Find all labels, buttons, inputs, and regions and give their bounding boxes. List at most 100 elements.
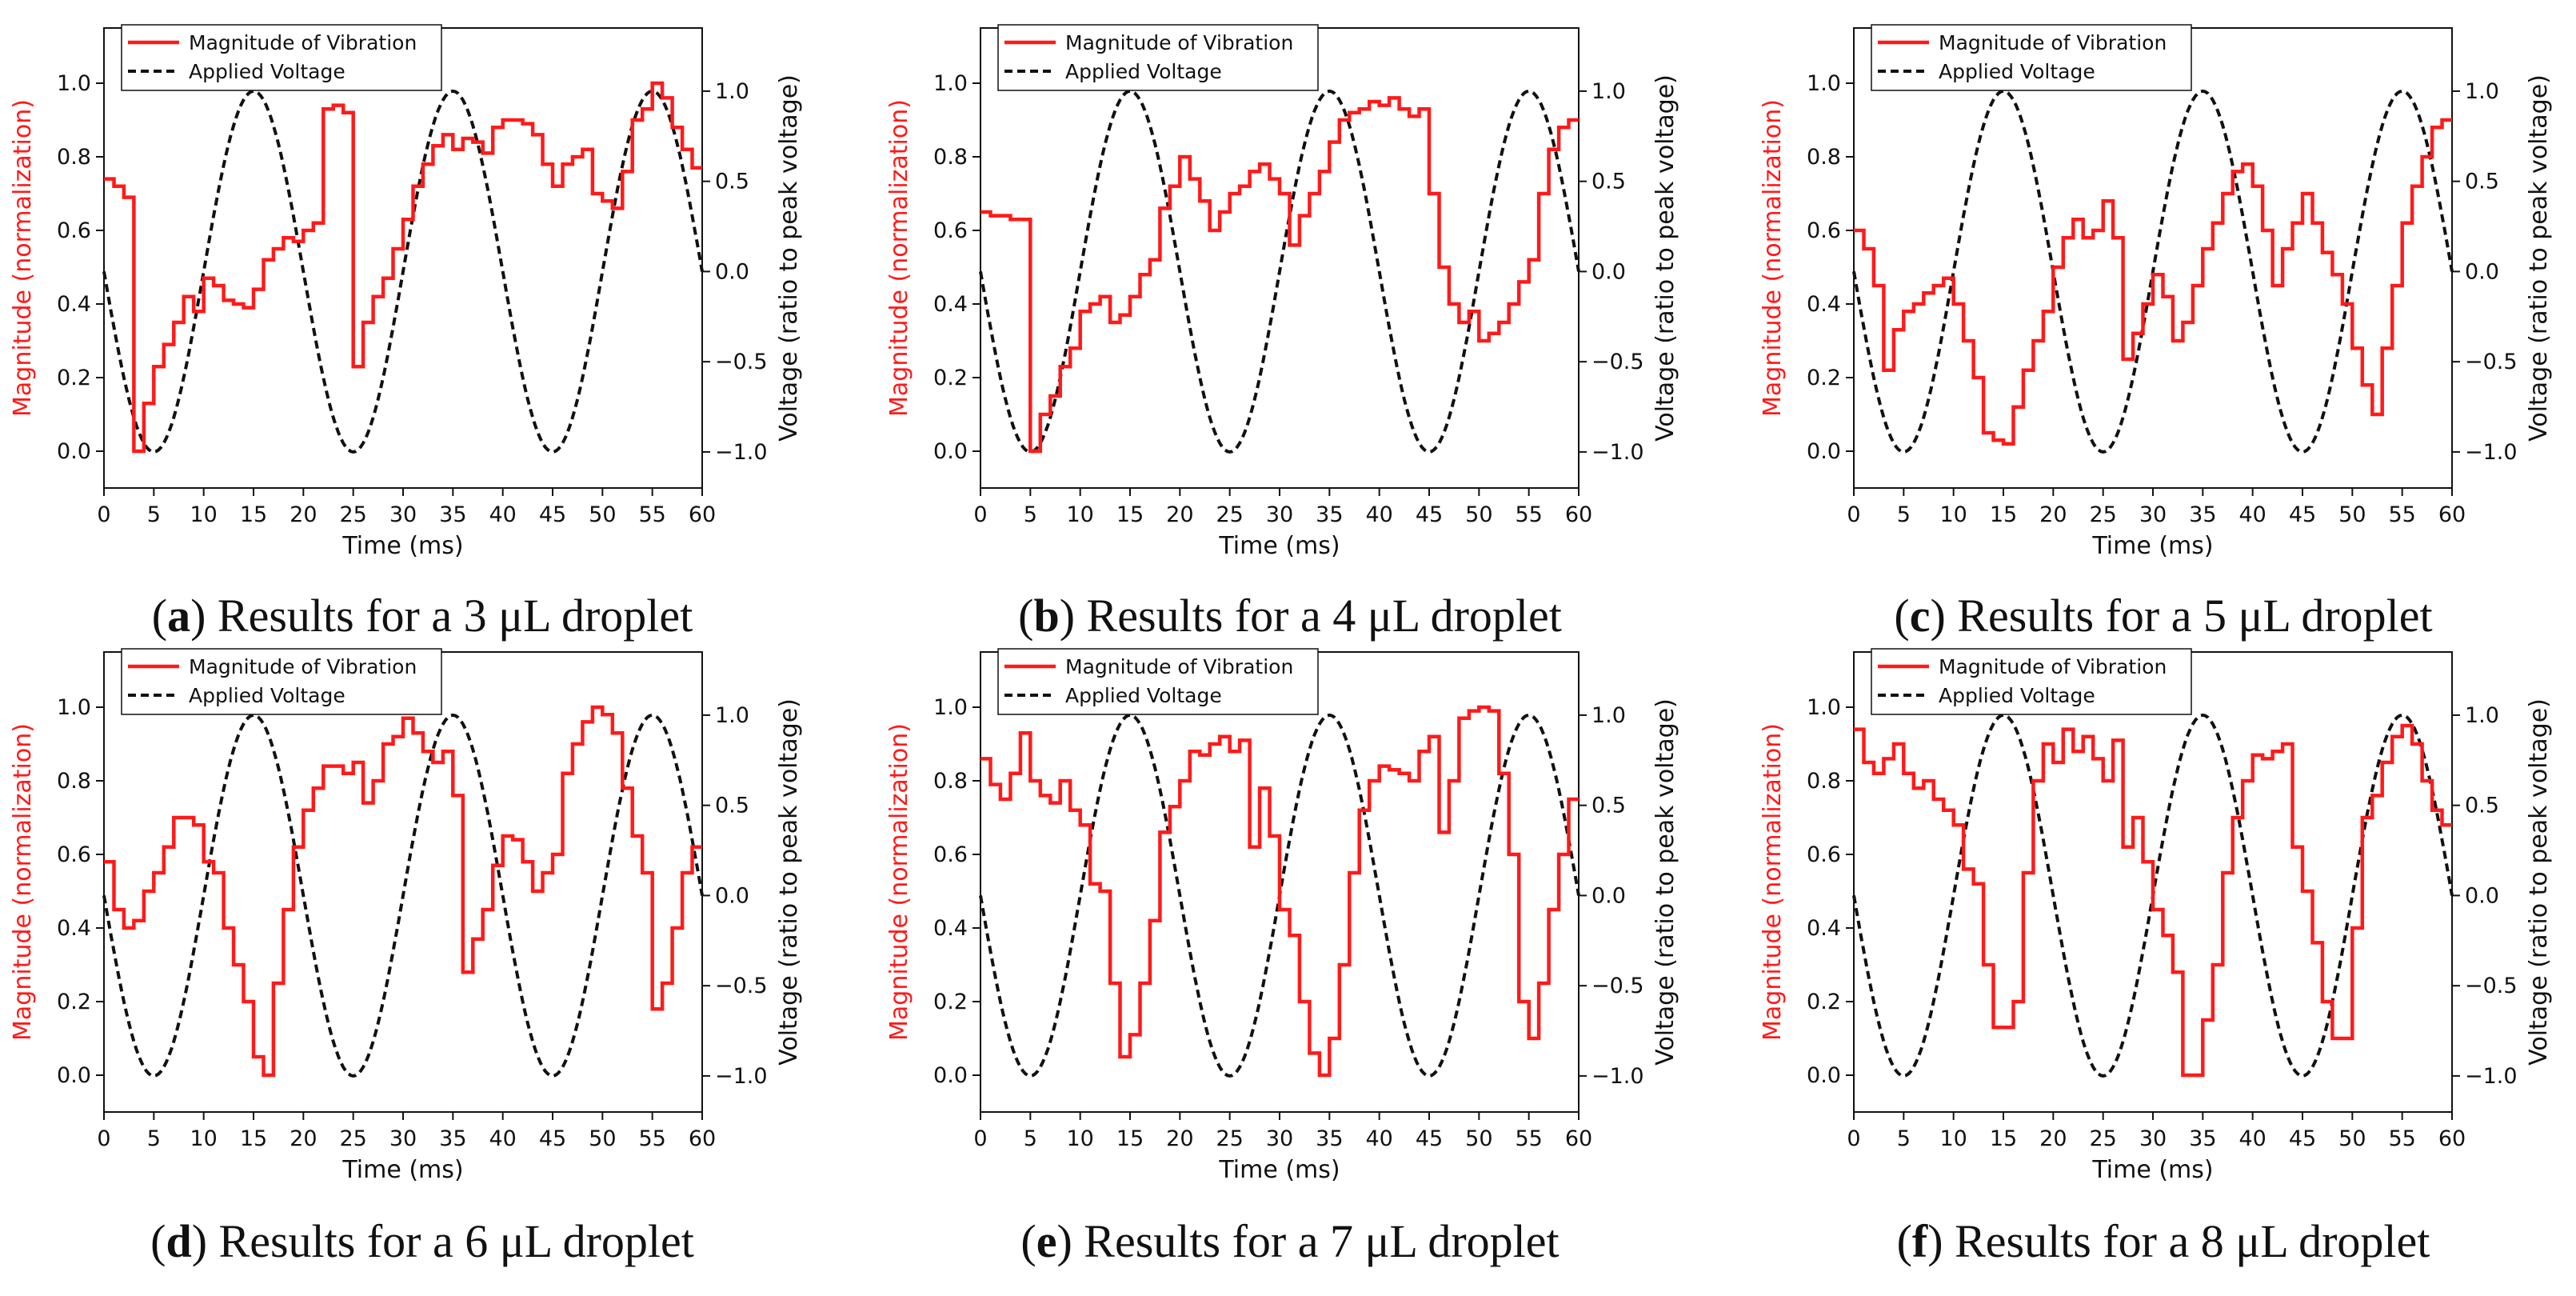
x-tick-label: 25 <box>1216 502 1243 527</box>
x-tick-label: 50 <box>589 1126 616 1151</box>
y-left-tick-label: 0.2 <box>1807 990 1841 1014</box>
x-tick-label: 5 <box>147 502 161 527</box>
legend-vibration-label: Magnitude of Vibration <box>1065 31 1293 54</box>
y-right-tick-label: −1.0 <box>1592 1064 1644 1089</box>
y-left-tick-label: 1.0 <box>933 71 968 96</box>
y-left-axis-label: Magnitude (normalization) <box>885 723 913 1041</box>
y-left-tick-label: 0.2 <box>57 366 91 390</box>
x-tick-label: 20 <box>1166 1126 1193 1151</box>
y-left-tick-label: 0.6 <box>1807 842 1841 867</box>
chart-panel-b: 0 5 10 15 20 25 30 35 40 45 50 55 60 0.0 0.2 0.4 0.6 0.8 1… <box>885 24 1679 560</box>
x-tick-label: 30 <box>2139 502 2167 527</box>
y-left-tick-label: 1.0 <box>57 71 91 96</box>
x-tick-label: 20 <box>290 1126 317 1151</box>
y-left-tick-label: 0.0 <box>933 1063 968 1088</box>
y-left-tick-label: 0.4 <box>1807 916 1841 941</box>
x-tick-label: 45 <box>539 1126 566 1151</box>
x-tick-label: 15 <box>1990 1126 2017 1151</box>
legend-vibration-label: Magnitude of Vibration <box>189 31 417 54</box>
y-left-tick-label: 0.4 <box>57 292 91 317</box>
y-right-tick-label: −0.5 <box>715 974 768 998</box>
plot-frame <box>1853 27 2453 489</box>
y-left-tick-label: 0.6 <box>933 218 968 243</box>
legend-box <box>997 24 1319 91</box>
y-left-tick-label: 0.2 <box>57 990 91 1014</box>
y-right-tick-label: −1.0 <box>715 1064 768 1089</box>
legend-box <box>1871 648 2192 715</box>
caption-f: (f) Results for a 8 μL droplet <box>1896 1215 2430 1267</box>
magnitude-of-vibration-line <box>104 705 702 1078</box>
x-tick-label: 40 <box>489 1126 516 1151</box>
y-left-tick-label: 0.8 <box>1807 145 1841 170</box>
y-left-axis-label: Magnitude (normalization) <box>1759 99 1787 417</box>
x-tick-label: 0 <box>97 502 110 527</box>
x-tick-label: 30 <box>389 502 417 527</box>
x-tick-label: 0 <box>973 1126 987 1151</box>
x-axis-label: Time (ms) <box>1218 1156 1340 1184</box>
x-tick-label: 0 <box>1847 1126 1860 1151</box>
x-axis-label: Time (ms) <box>2091 1156 2213 1184</box>
magnitude-of-vibration-line <box>980 705 1579 1078</box>
x-tick-label: 5 <box>147 1126 161 1151</box>
y-right-tick-label: 1.0 <box>1592 79 1626 104</box>
y-left-tick-label: 0.4 <box>933 916 968 941</box>
x-tick-label: 0 <box>1847 502 1860 527</box>
x-tick-label: 55 <box>2388 1126 2415 1151</box>
x-tick-label: 35 <box>1316 502 1343 527</box>
legend-vibration-label: Magnitude of Vibration <box>1939 31 2167 54</box>
legend-box <box>121 24 442 91</box>
chart-panel-d: 0 5 10 15 20 25 30 35 40 45 50 55 60 0.0 0.2 0.4 0.6 0.8 1… <box>9 648 803 1184</box>
y-left-tick-label: 0.8 <box>57 769 91 794</box>
x-tick-label: 5 <box>1897 502 1911 527</box>
applied-voltage-line <box>979 89 1580 454</box>
x-tick-label: 40 <box>2239 1126 2266 1151</box>
x-tick-label: 40 <box>2239 502 2266 527</box>
x-tick-label: 35 <box>2189 502 2216 527</box>
y-left-tick-label: 0.6 <box>933 842 968 867</box>
x-tick-label: 60 <box>2438 1126 2466 1151</box>
y-left-tick-label: 1.0 <box>933 695 968 720</box>
x-tick-label: 15 <box>240 1126 267 1151</box>
y-right-tick-label: −1.0 <box>1592 440 1644 465</box>
legend-voltage-label: Applied Voltage <box>1939 684 2095 707</box>
y-right-tick-label: 1.0 <box>715 703 749 728</box>
y-right-tick-label: −1.0 <box>2465 1064 2518 1089</box>
x-tick-label: 50 <box>2338 502 2366 527</box>
chart-panel-a: 0 5 10 15 20 25 30 35 40 45 50 55 60 0.0 0.2 0.4 0.6 0.8 1… <box>9 24 803 560</box>
y-right-axis-label: Voltage (ratio to peak voltage) <box>1651 74 1679 442</box>
plot-frame <box>980 27 1580 489</box>
legend-voltage-label: Applied Voltage <box>1065 684 1222 707</box>
y-left-axis-label: Magnitude (normalization) <box>9 99 37 417</box>
x-tick-label: 5 <box>1897 1126 1911 1151</box>
x-tick-label: 25 <box>1216 1126 1243 1151</box>
y-left-tick-label: 0.6 <box>57 218 91 243</box>
y-right-tick-label: 0.0 <box>1592 883 1626 908</box>
x-tick-label: 25 <box>339 502 366 527</box>
x-axis-label: Time (ms) <box>2091 532 2213 560</box>
y-right-tick-label: 0.5 <box>2465 794 2499 818</box>
magnitude-of-vibration-line <box>1854 118 2452 446</box>
y-left-tick-label: 0.4 <box>933 292 968 317</box>
x-tick-label: 45 <box>2289 502 2316 527</box>
x-tick-label: 40 <box>489 502 516 527</box>
applied-voltage-line <box>1852 89 2454 454</box>
caption-b: (b) Results for a 4 μL droplet <box>1018 590 1562 642</box>
y-left-axis-label: Magnitude (normalization) <box>1759 723 1787 1041</box>
y-left-tick-label: 1.0 <box>1807 695 1841 720</box>
y-right-tick-label: 0.0 <box>715 883 749 908</box>
legend-vibration-label: Magnitude of Vibration <box>1939 655 2167 678</box>
x-tick-label: 55 <box>1515 502 1542 527</box>
x-tick-label: 15 <box>1116 502 1144 527</box>
x-tick-label: 60 <box>1565 502 1592 527</box>
y-right-axis-label: Voltage (ratio to peak voltage) <box>775 698 803 1066</box>
x-tick-label: 10 <box>190 1126 217 1151</box>
y-left-tick-label: 0.0 <box>1807 1063 1841 1088</box>
y-right-tick-label: −0.5 <box>715 350 768 374</box>
y-right-tick-label: −0.5 <box>2465 974 2518 998</box>
y-right-tick-label: 0.0 <box>2465 259 2499 284</box>
x-tick-label: 40 <box>1365 1126 1392 1151</box>
y-left-tick-label: 0.2 <box>933 366 968 390</box>
y-right-tick-label: 0.5 <box>715 170 749 194</box>
y-left-tick-label: 0.0 <box>57 1063 91 1088</box>
